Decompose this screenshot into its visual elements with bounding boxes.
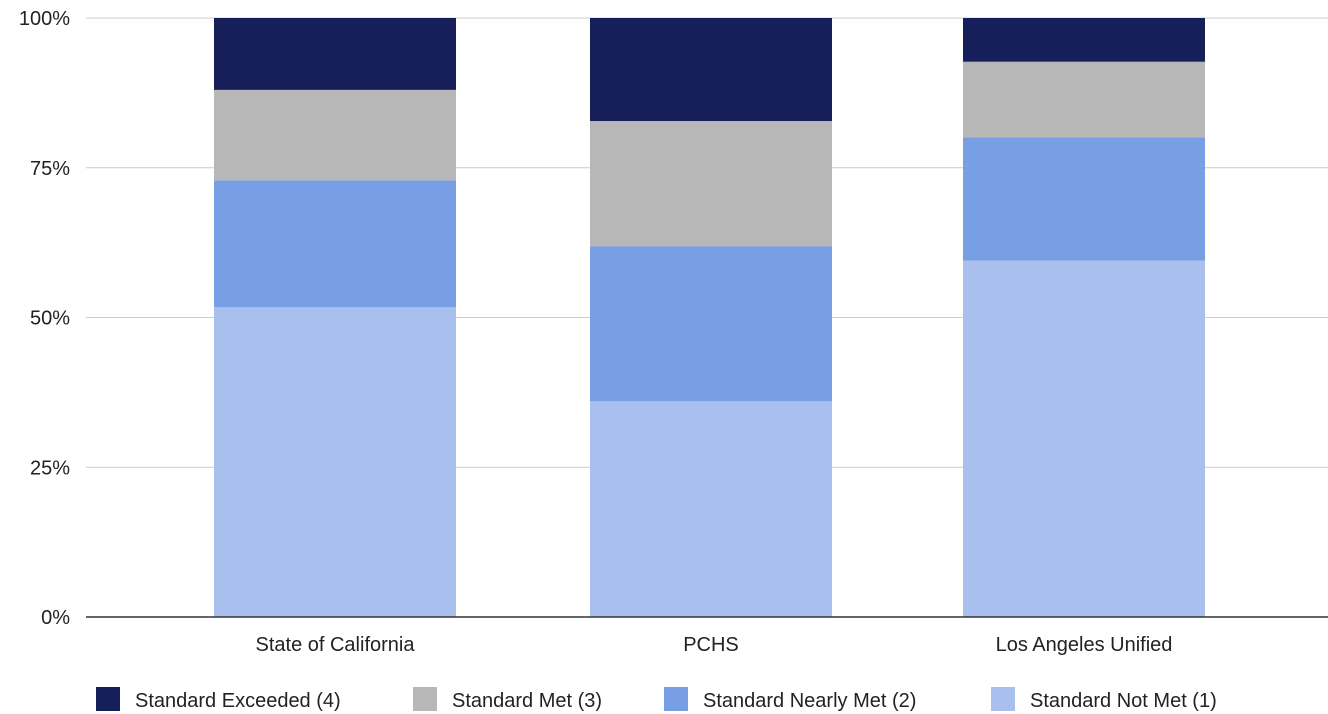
bar-segment xyxy=(590,121,832,247)
axes: 0% 25% 50% 75% 100% State of California PCHS Lo… xyxy=(19,8,1328,656)
bar-segment xyxy=(963,18,1205,62)
legend-swatch xyxy=(96,687,120,711)
bar-segment xyxy=(590,401,832,617)
bar-segment xyxy=(214,307,456,617)
x-tick-label: Los Angeles Unified xyxy=(996,634,1173,656)
bar-segment xyxy=(963,260,1205,617)
y-tick-label: 75% xyxy=(30,158,70,180)
legend-swatch xyxy=(991,687,1015,711)
y-tick-label: 25% xyxy=(30,457,70,479)
bar-segment xyxy=(590,18,832,122)
legend: Standard Exceeded (4) Standard Met (3) Sta… xyxy=(96,687,1217,712)
legend-label: Standard Met (3) xyxy=(452,690,602,712)
bar-segment xyxy=(214,18,456,90)
x-tick-label: PCHS xyxy=(683,634,739,656)
bar-segment xyxy=(214,89,456,181)
bar-segment xyxy=(963,137,1205,261)
y-tick-label: 0% xyxy=(41,607,70,629)
y-tick-label: 50% xyxy=(30,308,70,330)
y-tick-label: 100% xyxy=(19,8,70,30)
x-tick-label: State of California xyxy=(256,634,416,656)
bar-segment xyxy=(590,246,832,402)
bar-segment xyxy=(963,61,1205,138)
legend-swatch xyxy=(664,687,688,711)
legend-swatch xyxy=(413,687,437,711)
bar-segment xyxy=(214,180,456,308)
legend-label: Standard Nearly Met (2) xyxy=(703,690,916,712)
legend-label: Standard Exceeded (4) xyxy=(135,690,341,712)
legend-label: Standard Not Met (1) xyxy=(1030,690,1217,712)
bars xyxy=(214,18,1205,617)
